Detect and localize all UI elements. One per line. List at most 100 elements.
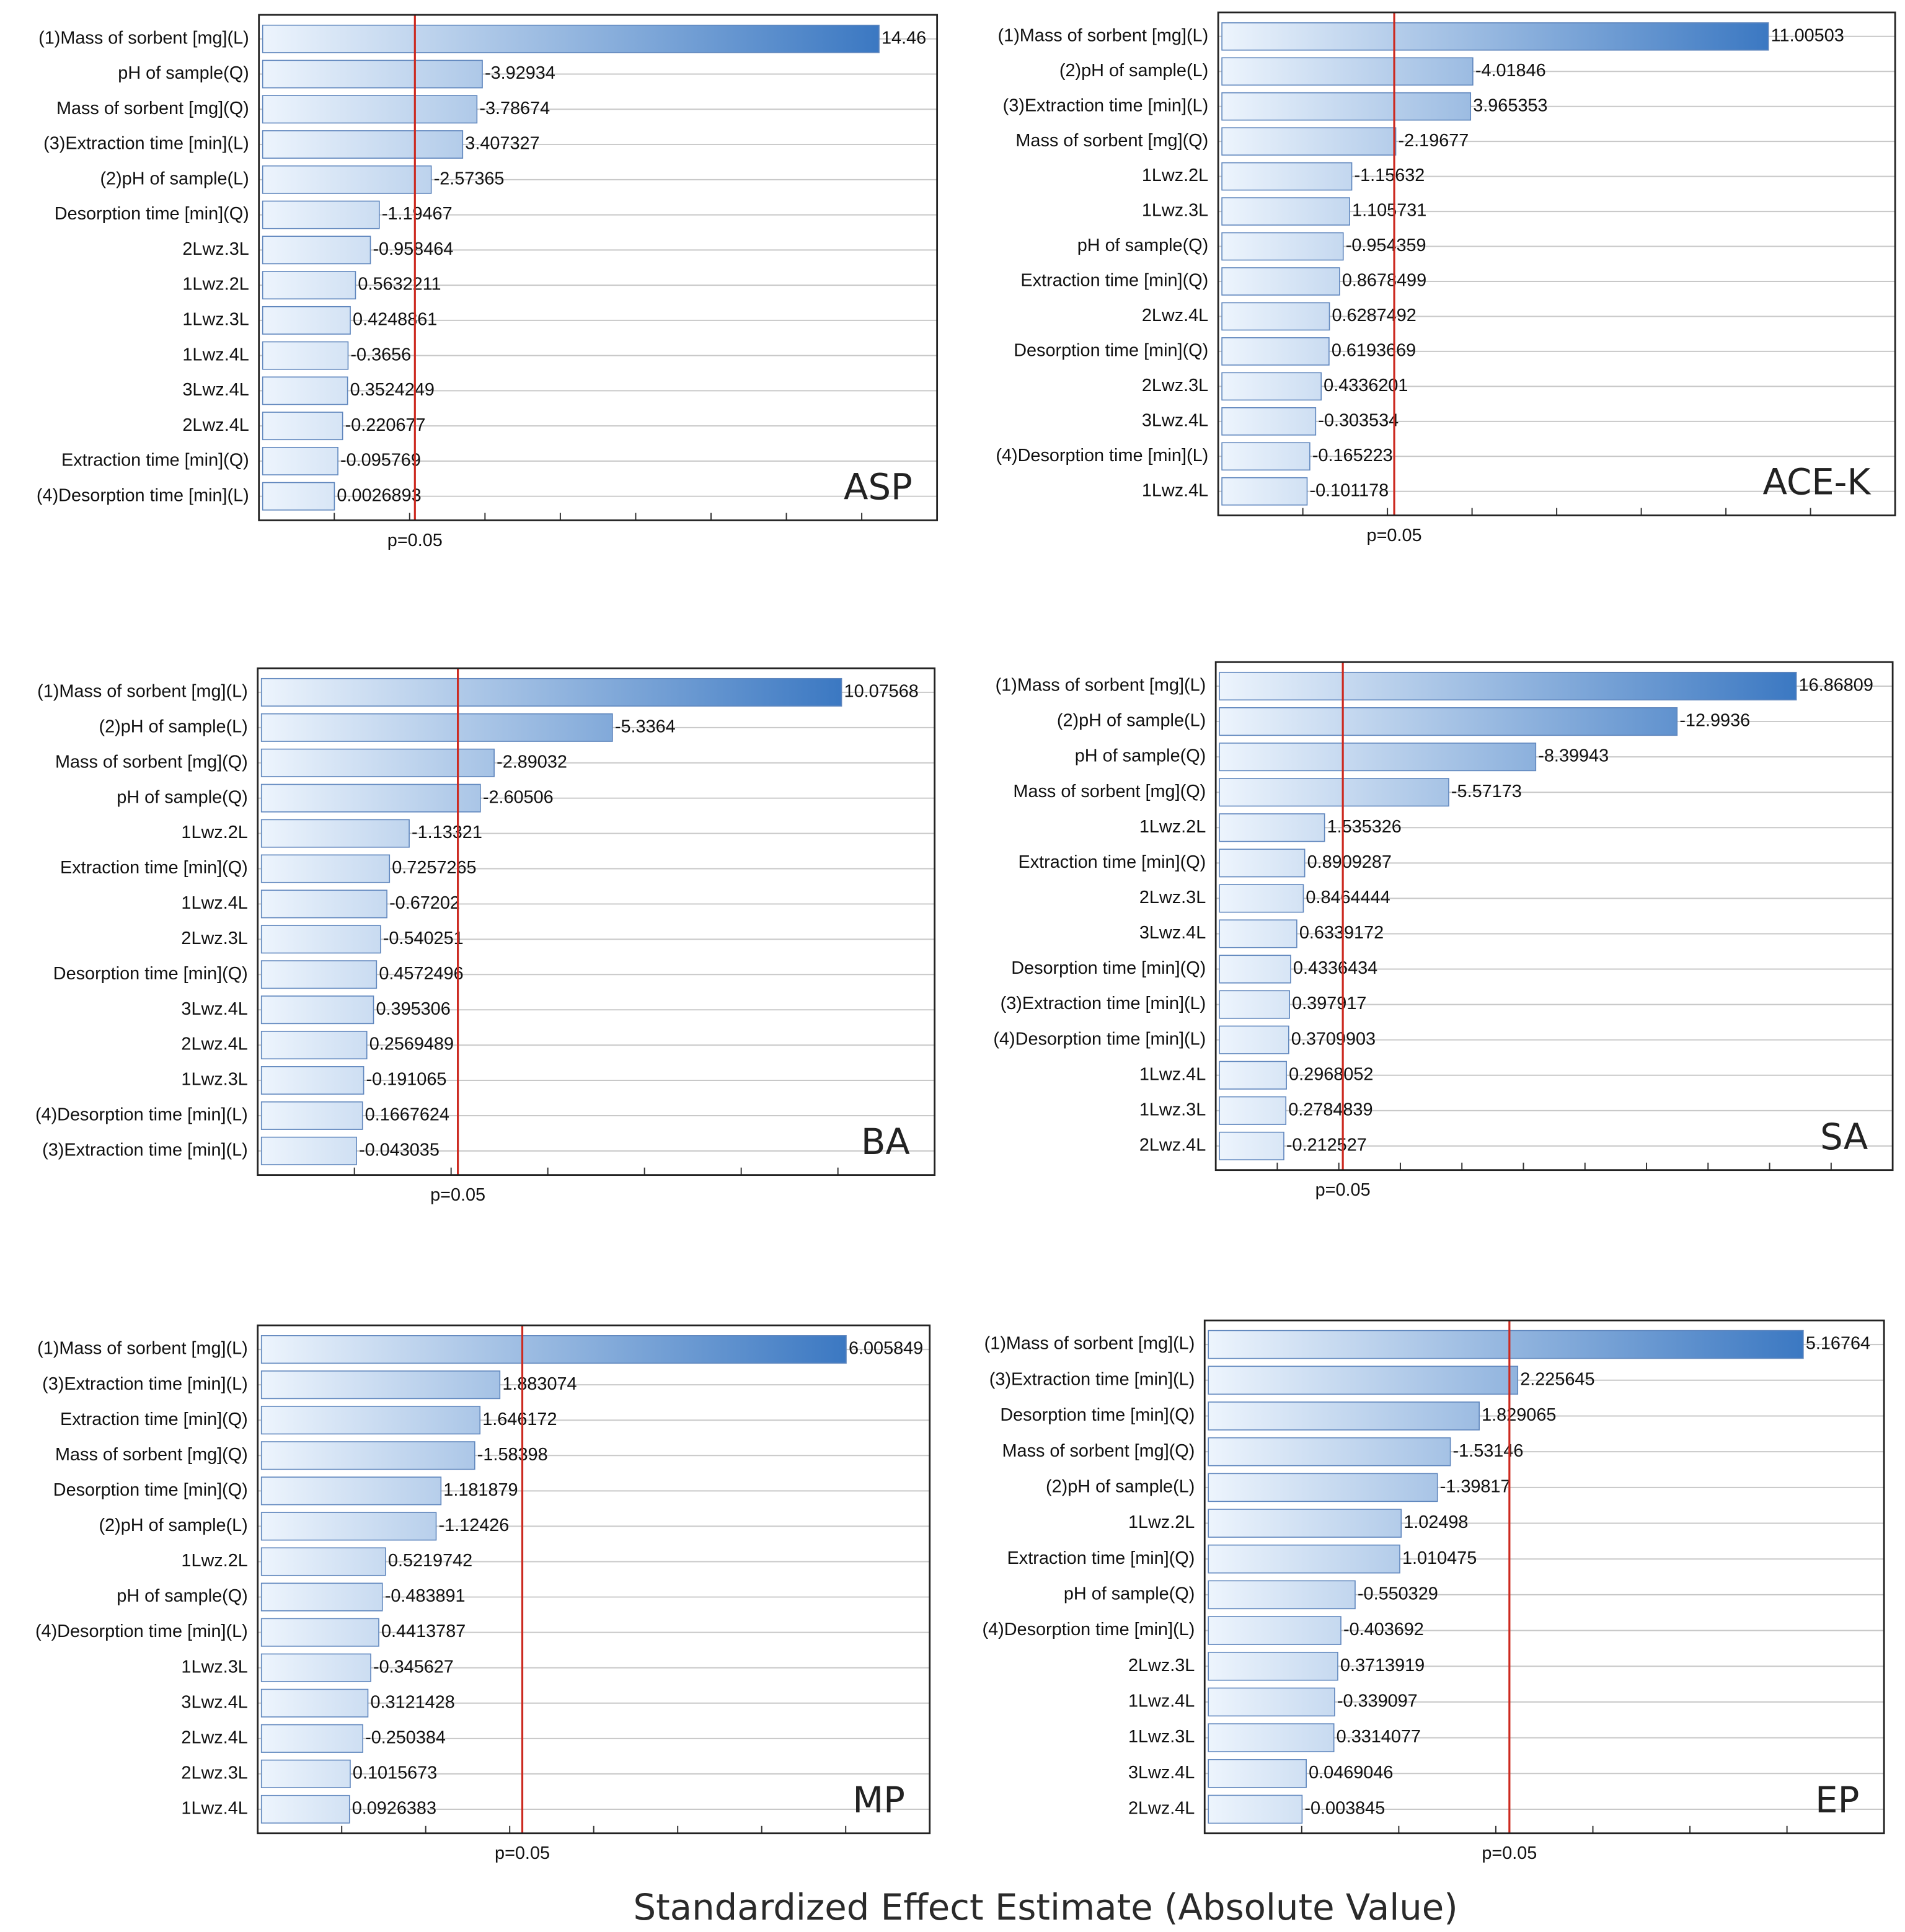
bar bbox=[260, 1066, 365, 1095]
panel-title: EP bbox=[1815, 1779, 1859, 1821]
value-label: -2.19677 bbox=[1399, 131, 1469, 151]
value-label: 0.4248861 bbox=[353, 310, 437, 330]
bar bbox=[262, 306, 351, 335]
bar bbox=[262, 95, 478, 124]
bar bbox=[1208, 1401, 1480, 1431]
bar bbox=[260, 1406, 481, 1435]
category-label: (2)pH of sample(L) bbox=[1057, 711, 1206, 731]
bar bbox=[260, 819, 410, 848]
value-label: -1.15632 bbox=[1355, 165, 1425, 185]
value-label: 0.2569489 bbox=[369, 1034, 454, 1054]
bar bbox=[262, 446, 338, 475]
bar bbox=[260, 1724, 363, 1753]
plot-frame bbox=[1214, 661, 1894, 1171]
category-label: (4)Desorption time [min](L) bbox=[983, 1620, 1195, 1639]
bar bbox=[1208, 1651, 1338, 1681]
category-label: 1Lwz.2L bbox=[181, 823, 247, 842]
category-label: 2Lwz.4L bbox=[182, 415, 249, 435]
value-label: 0.1015673 bbox=[353, 1763, 437, 1783]
bar bbox=[1208, 1723, 1335, 1752]
value-label: 10.07568 bbox=[844, 682, 919, 702]
bar bbox=[1208, 1509, 1402, 1538]
value-label: -0.303534 bbox=[1318, 410, 1399, 430]
bar bbox=[262, 236, 371, 265]
panel-title: SA bbox=[1820, 1116, 1868, 1158]
value-label: 0.4336201 bbox=[1324, 376, 1408, 395]
value-label: 0.8464444 bbox=[1306, 888, 1390, 907]
category-label: Extraction time [min](Q) bbox=[1018, 852, 1206, 872]
value-label: 0.0926383 bbox=[352, 1799, 436, 1819]
category-label: (4)Desorption time [min](L) bbox=[993, 1029, 1206, 1049]
bar bbox=[1221, 127, 1397, 156]
category-label: 2Lwz.3L bbox=[1139, 888, 1206, 907]
value-label: 0.1667624 bbox=[365, 1105, 449, 1125]
value-label: 0.3713919 bbox=[1340, 1656, 1425, 1675]
category-label: 2Lwz.4L bbox=[1128, 1799, 1195, 1819]
p-line-label: p=0.05 bbox=[387, 531, 443, 550]
category-label: Desorption time [min](Q) bbox=[1000, 1405, 1195, 1425]
bar bbox=[1208, 1580, 1356, 1610]
bar bbox=[1208, 1544, 1400, 1574]
bar bbox=[1219, 743, 1537, 772]
bar bbox=[1219, 1061, 1287, 1090]
value-label: -1.19467 bbox=[382, 204, 453, 224]
category-label: Desorption time [min](Q) bbox=[53, 1480, 248, 1500]
bar bbox=[260, 960, 378, 989]
category-label: 2Lwz.4L bbox=[181, 1727, 247, 1747]
value-label: -0.220677 bbox=[345, 415, 426, 435]
category-label: 1Lwz.2L bbox=[1139, 817, 1206, 837]
category-label: (2)pH of sample(L) bbox=[99, 717, 247, 736]
bar bbox=[1219, 849, 1306, 878]
panel-title: BA bbox=[861, 1121, 910, 1163]
category-label: 1Lwz.2L bbox=[182, 275, 249, 294]
value-label: -0.165223 bbox=[1312, 446, 1393, 465]
value-label: 16.86809 bbox=[1799, 676, 1873, 695]
value-label: 1.010475 bbox=[1402, 1548, 1477, 1568]
category-label: (3)Extraction time [min](L) bbox=[989, 1369, 1195, 1389]
category-label: 3Lwz.4L bbox=[1142, 410, 1208, 430]
category-label: (3)Extraction time [min](L) bbox=[1003, 95, 1209, 115]
value-label: -0.191065 bbox=[366, 1070, 447, 1090]
bar bbox=[260, 1759, 351, 1788]
category-label: (2)pH of sample(L) bbox=[99, 1515, 247, 1535]
panel: (1)Mass of sorbent [mg](L) 16.86809 (2)pH … bbox=[993, 661, 1894, 1200]
category-label: Mass of sorbent [mg](Q) bbox=[1002, 1441, 1195, 1461]
value-label: 0.4336434 bbox=[1293, 958, 1377, 978]
bar bbox=[1208, 1759, 1307, 1788]
value-label: 1.646172 bbox=[482, 1409, 557, 1429]
bar bbox=[1208, 1687, 1335, 1717]
value-label: 0.8678499 bbox=[1342, 271, 1426, 291]
category-label: (3)Extraction time [min](L) bbox=[42, 1374, 248, 1394]
category-label: 1Lwz.4L bbox=[1142, 480, 1208, 500]
value-label: -2.60506 bbox=[483, 787, 554, 807]
bar bbox=[1219, 919, 1297, 948]
value-label: -5.57173 bbox=[1451, 782, 1522, 801]
value-label: -0.954359 bbox=[1346, 236, 1426, 255]
bar bbox=[1221, 92, 1472, 121]
category-label: (1)Mass of sorbent [mg](L) bbox=[37, 682, 248, 702]
value-label: -0.003845 bbox=[1304, 1799, 1385, 1819]
value-label: 1.535326 bbox=[1327, 817, 1402, 837]
axis-title: Standardized Effect Estimate (Absolute V… bbox=[634, 1886, 1458, 1928]
category-label: Mass of sorbent [mg](Q) bbox=[1015, 131, 1208, 151]
category-label: Mass of sorbent [mg](Q) bbox=[55, 1445, 248, 1465]
category-label: 1Lwz.4L bbox=[181, 893, 247, 913]
value-label: -0.250384 bbox=[365, 1727, 446, 1747]
value-label: -2.89032 bbox=[497, 752, 567, 772]
value-label: 3.407327 bbox=[465, 134, 539, 154]
bar bbox=[1219, 813, 1325, 842]
category-label: 2Lwz.3L bbox=[181, 1763, 247, 1783]
value-label: -0.403692 bbox=[1343, 1620, 1424, 1639]
category-label: (4)Desorption time [min](L) bbox=[35, 1105, 248, 1125]
category-label: 2Lwz.4L bbox=[1142, 306, 1208, 325]
panel-title: MP bbox=[852, 1779, 905, 1821]
bar bbox=[260, 1547, 386, 1576]
category-label: 2Lwz.4L bbox=[1139, 1136, 1206, 1155]
bar bbox=[1219, 884, 1304, 913]
bar bbox=[1221, 407, 1317, 436]
bar bbox=[260, 925, 381, 954]
bar bbox=[1219, 1131, 1284, 1160]
value-label: 0.7257265 bbox=[392, 858, 476, 878]
value-label: 14.46 bbox=[882, 28, 926, 48]
value-label: -8.39943 bbox=[1538, 746, 1609, 766]
